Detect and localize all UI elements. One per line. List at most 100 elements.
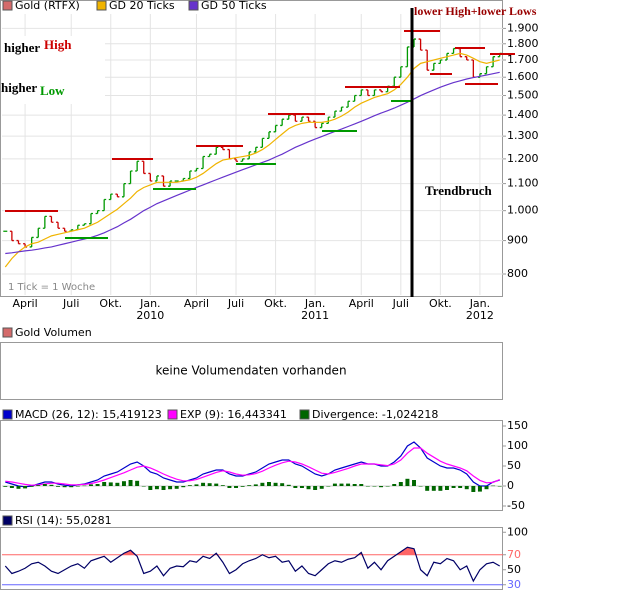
- price-bar: [234, 158, 239, 162]
- divergence-bar: [379, 486, 384, 488]
- x-year-label: 2012: [466, 309, 494, 322]
- price-bar: [214, 146, 219, 155]
- divergence-bar: [115, 482, 120, 486]
- divergence-bar: [444, 486, 449, 490]
- divergence-bar: [161, 486, 166, 490]
- price-bar: [332, 110, 337, 118]
- legend-label: Divergence: -1,024218: [312, 408, 438, 421]
- divergence-bar: [313, 486, 318, 490]
- price-bar: [273, 124, 278, 133]
- legend-label: RSI (14): 55,0281: [15, 514, 112, 527]
- x-tick-label: Jan.: [469, 297, 490, 310]
- divergence-bar: [280, 483, 285, 486]
- divergence-bar: [385, 486, 390, 487]
- price-bar: [148, 172, 153, 182]
- price-bar: [220, 146, 225, 151]
- annotation: Trendbruch: [425, 183, 492, 198]
- y-tick-label: 100: [507, 439, 528, 452]
- series-line: [4, 546, 501, 583]
- y-tick-label: 0: [507, 479, 514, 492]
- divergence-bar: [451, 486, 456, 488]
- divergence-bar: [128, 480, 133, 486]
- y-tick-label: 100: [507, 525, 528, 538]
- price-bar: [42, 215, 47, 229]
- annotation: higher: [1, 80, 37, 95]
- divergence-bar: [214, 483, 219, 486]
- y-tick-label: 30: [507, 578, 521, 590]
- divergence-bar: [286, 484, 291, 486]
- x-tick-label: April: [349, 297, 374, 310]
- x-tick-label: Jan.: [139, 297, 160, 310]
- price-bar: [95, 210, 100, 215]
- price-bar: [128, 170, 133, 185]
- divergence-bar: [247, 485, 252, 486]
- divergence-bar: [359, 484, 364, 486]
- divergence-bar: [484, 486, 489, 490]
- x-tick-label: Juli: [62, 297, 79, 310]
- price-bar: [326, 116, 331, 125]
- divergence-bar: [141, 486, 146, 487]
- price-bar: [201, 155, 206, 170]
- divergence-bar: [207, 483, 212, 486]
- divergence-bar: [339, 483, 344, 486]
- price-bar: [464, 56, 469, 61]
- macd-frame: [0, 420, 503, 511]
- price-bar: [102, 198, 107, 212]
- price-bar: [379, 89, 384, 93]
- price-bar: [299, 116, 304, 122]
- divergence-bar: [491, 485, 496, 487]
- price-bar: [319, 122, 324, 129]
- series-line: [5, 441, 500, 488]
- divergence-bar: [332, 483, 337, 486]
- price-bar: [306, 116, 311, 122]
- price-bar: [405, 46, 410, 68]
- legend-label: Gold Volumen: [15, 326, 92, 339]
- x-year-label: 2010: [136, 309, 164, 322]
- volume-message: keine Volumendaten vorhanden: [155, 364, 346, 378]
- divergence-bar: [471, 486, 476, 492]
- y-tick-label: -50: [507, 499, 525, 512]
- price-bar: [194, 167, 199, 172]
- divergence-bar: [253, 484, 258, 486]
- divergence-bar: [154, 486, 159, 490]
- price-bar: [346, 100, 351, 108]
- x-tick-label: Okt.: [264, 297, 287, 310]
- divergence-bar: [372, 486, 377, 487]
- divergence-bar: [194, 484, 199, 486]
- price-bar: [431, 62, 436, 71]
- divergence-bar: [438, 486, 443, 491]
- y-tick-label: 1.900: [507, 21, 539, 34]
- price-bar: [339, 106, 344, 112]
- divergence-bar: [477, 486, 482, 492]
- legend-label: GD 20 Ticks: [109, 0, 175, 12]
- divergence-bar: [168, 486, 173, 490]
- y-tick-label: 1.100: [507, 177, 539, 190]
- price-bar: [121, 182, 126, 198]
- divergence-bar: [36, 485, 41, 486]
- y-tick-label: 1.500: [507, 89, 539, 102]
- y-tick-label: 50: [507, 563, 521, 576]
- divergence-bar: [95, 484, 100, 486]
- divergence-bar: [365, 486, 370, 487]
- x-tick-label: Okt.: [429, 297, 452, 310]
- price-bar: [359, 89, 364, 97]
- divergence-bar: [240, 486, 245, 487]
- divergence-bar: [82, 485, 87, 487]
- price-bar: [154, 175, 159, 182]
- divergence-bar: [3, 486, 8, 487]
- divergence-bar: [9, 486, 14, 488]
- annotation: Low: [40, 83, 65, 98]
- divergence-bar: [319, 486, 324, 489]
- legend-label: MACD (26, 12): 15,419123: [15, 408, 162, 421]
- divergence-bar: [62, 486, 67, 488]
- divergence-bar: [220, 485, 225, 486]
- y-tick-label: 1.800: [507, 37, 539, 50]
- divergence-bar: [56, 486, 61, 487]
- x-tick-label: April: [184, 297, 209, 310]
- divergence-bar: [418, 486, 423, 487]
- legend-label: Gold (RTFX): [15, 0, 80, 12]
- divergence-bar: [181, 486, 186, 488]
- legend-label: EXP (9): 16,443341: [180, 408, 287, 421]
- divergence-bar: [69, 486, 74, 488]
- price-bar: [115, 193, 120, 198]
